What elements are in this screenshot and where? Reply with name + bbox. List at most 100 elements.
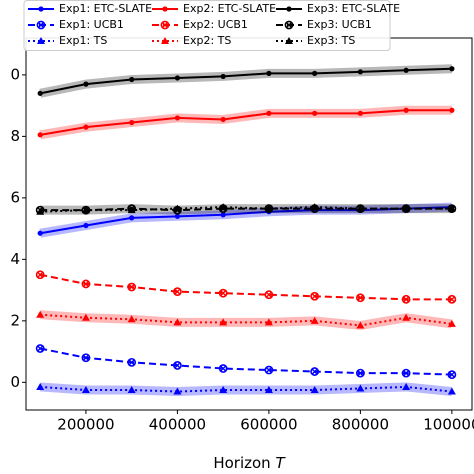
marker-ring xyxy=(447,294,457,304)
marker-ring xyxy=(355,368,365,378)
legend: Exp1: ETC-SLATE Exp1: UCB1 Exp1: TS Exp2: E… xyxy=(23,0,400,51)
x-tick-label: 200000 xyxy=(57,416,114,434)
point xyxy=(449,66,455,72)
point xyxy=(127,315,136,323)
y-tick-label: 8 xyxy=(10,127,20,145)
point xyxy=(35,344,45,353)
point xyxy=(266,70,272,76)
marker-ring xyxy=(264,290,274,300)
point xyxy=(264,204,273,212)
point xyxy=(310,203,319,211)
point xyxy=(310,367,320,376)
x-tick-label: 400000 xyxy=(149,416,206,434)
point xyxy=(447,319,456,327)
legend-marker xyxy=(37,37,45,44)
point xyxy=(447,387,456,395)
point xyxy=(264,318,273,326)
marker-ring xyxy=(218,364,228,373)
y-tick-label: 0 xyxy=(10,65,20,83)
marker-ring xyxy=(447,370,457,380)
marker-cross xyxy=(220,365,227,372)
marker-cross xyxy=(82,354,89,361)
marker-ring xyxy=(401,368,411,378)
point xyxy=(173,204,182,212)
point xyxy=(174,115,181,121)
point xyxy=(355,368,365,378)
point xyxy=(127,357,137,367)
error-band xyxy=(39,64,453,98)
point xyxy=(174,213,181,219)
marker-cross xyxy=(403,296,410,303)
legend-marker xyxy=(161,37,169,44)
legend-label: Exp1: UCB1 xyxy=(59,18,124,31)
point xyxy=(173,287,182,297)
marker-cross xyxy=(357,370,364,377)
marker-cross xyxy=(403,370,410,377)
marker-cross xyxy=(311,293,318,300)
plot-area xyxy=(35,64,457,397)
point xyxy=(447,370,457,380)
x-label-text: Horizon xyxy=(213,454,270,472)
legend-marker xyxy=(286,6,292,12)
point xyxy=(219,386,228,394)
point xyxy=(403,67,409,73)
point xyxy=(81,313,90,321)
marker-ring xyxy=(284,20,294,30)
point xyxy=(402,204,411,212)
point xyxy=(449,107,455,113)
point xyxy=(356,204,365,212)
legend-marker xyxy=(160,20,170,30)
point xyxy=(220,116,226,123)
point xyxy=(219,318,228,326)
point xyxy=(81,279,91,289)
marker-cross xyxy=(448,371,455,378)
point xyxy=(218,288,228,298)
marker-ring xyxy=(35,344,45,353)
point xyxy=(401,294,411,304)
point xyxy=(36,310,45,318)
series-line xyxy=(39,273,452,301)
point xyxy=(173,361,182,370)
legend-label: Exp1: TS xyxy=(59,34,107,47)
series-line xyxy=(40,207,452,212)
y-tick-label: 0 xyxy=(10,373,20,391)
legend-box xyxy=(23,0,391,51)
point xyxy=(218,364,228,373)
marker-ring xyxy=(160,20,170,30)
point xyxy=(129,119,135,126)
point xyxy=(37,90,43,96)
point xyxy=(401,368,411,378)
legend-marker xyxy=(285,37,293,44)
marker-cross xyxy=(174,288,181,295)
marker-ring xyxy=(401,294,411,304)
point xyxy=(264,386,273,394)
marker-cross xyxy=(37,271,44,278)
marker-ring xyxy=(36,20,46,30)
marker-cross xyxy=(265,367,272,374)
marker-cross xyxy=(128,284,135,291)
marker-ring xyxy=(127,282,137,292)
point xyxy=(447,204,456,212)
legend-label: Exp3: ETC-SLATE xyxy=(307,2,400,15)
marker-cross xyxy=(38,22,44,28)
marker-cross xyxy=(162,22,168,28)
legend-label: Exp2: ETC-SLATE xyxy=(183,2,276,15)
legend-label: Exp3: TS xyxy=(307,34,355,47)
point xyxy=(264,290,274,300)
legend-label: Exp1: ETC-SLATE xyxy=(59,2,152,15)
series-line xyxy=(39,67,452,95)
marker-ring xyxy=(127,357,137,367)
marker-ring xyxy=(173,361,182,370)
marker-ring xyxy=(81,279,91,289)
legend-label: Exp2: TS xyxy=(183,34,231,47)
point xyxy=(36,207,45,215)
marker-ring xyxy=(264,365,274,375)
marker-ring xyxy=(81,353,91,363)
point xyxy=(220,73,226,80)
point xyxy=(127,282,137,292)
marker-cross xyxy=(174,362,181,369)
marker-ring xyxy=(310,291,320,301)
series-line xyxy=(40,206,452,213)
point xyxy=(36,382,45,390)
